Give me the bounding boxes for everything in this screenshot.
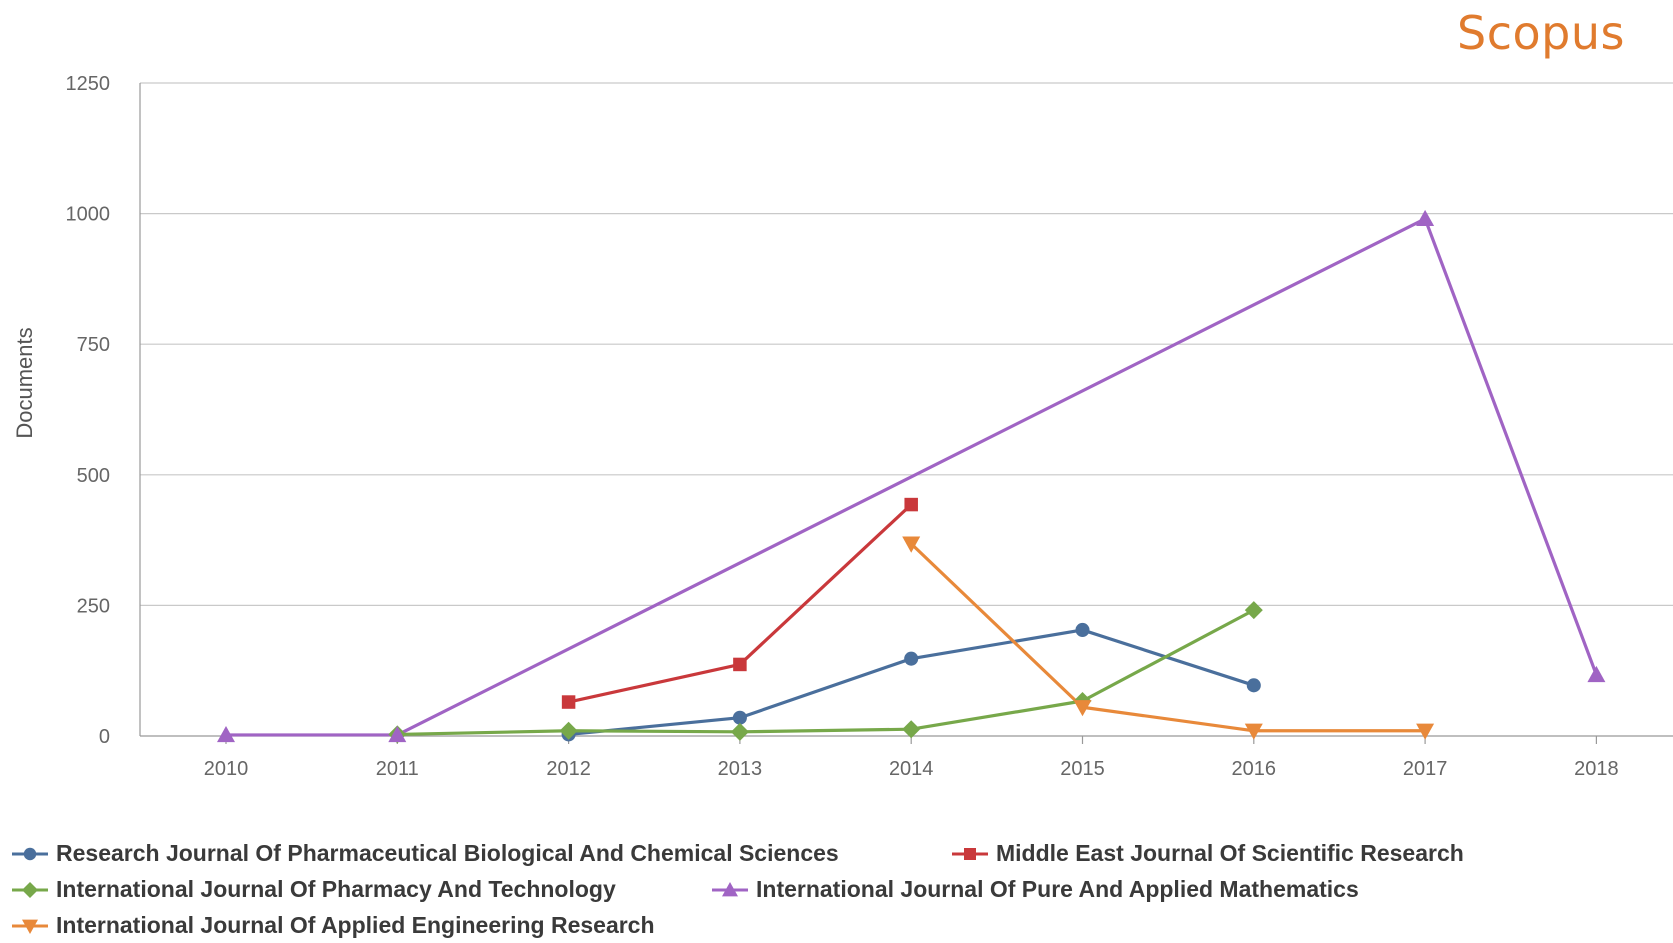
data-point	[904, 497, 918, 512]
y-tick-label: 0	[99, 726, 110, 748]
data-point	[561, 695, 576, 709]
chart-series-markers	[217, 209, 1606, 744]
y-tick-label: 1000	[66, 204, 111, 226]
legend-swatch	[952, 847, 988, 860]
x-tick-label: 2012	[546, 758, 591, 780]
legend-swatch	[12, 919, 48, 934]
legend-label: International Journal Of Pure And Applie…	[756, 876, 1359, 902]
x-tick-label: 2011	[376, 758, 419, 780]
data-point	[904, 651, 919, 666]
x-tick-label: 2016	[1232, 758, 1277, 780]
data-point	[902, 536, 921, 553]
legend-item[interactable]: International Journal Of Applied Enginee…	[12, 912, 655, 939]
chart-axes: 0 250 500 750 1000 1250 2010 2011 2012 2013 2014 20…	[66, 73, 1619, 780]
legend-swatch	[12, 847, 48, 860]
legend-item[interactable]: International Journal Of Pharmacy And Te…	[12, 876, 616, 903]
data-point	[1244, 601, 1263, 620]
scopus-logo-text: Scopus	[1457, 6, 1625, 60]
x-tick-label: 2014	[889, 758, 934, 780]
chart-grid	[140, 82, 1673, 737]
data-point	[1075, 622, 1090, 637]
y-axis-label: Documents	[12, 327, 37, 438]
data-point	[730, 722, 749, 741]
data-point	[1416, 209, 1435, 227]
legend-swatch-marker	[22, 881, 38, 898]
x-tick-label: 2017	[1403, 758, 1448, 780]
data-point	[1246, 678, 1261, 693]
legend-label: Middle East Journal Of Scientific Resear…	[996, 840, 1464, 866]
legend-swatch	[712, 881, 748, 896]
x-tick-label: 2010	[204, 758, 249, 780]
legend-item[interactable]: Research Journal Of Pharmaceutical Biolo…	[12, 840, 839, 867]
legend-swatch-marker	[722, 881, 738, 896]
data-point	[217, 725, 235, 743]
data-point	[902, 720, 921, 739]
series-line	[397, 608, 1255, 737]
data-point	[732, 710, 747, 725]
y-tick-label: 1250	[66, 73, 111, 95]
legend-label: International Journal Of Applied Enginee…	[56, 912, 655, 938]
data-point	[1244, 723, 1263, 740]
legend-swatch-marker	[22, 919, 38, 934]
data-point	[388, 725, 407, 743]
data-point	[733, 657, 747, 672]
data-point	[1073, 700, 1092, 717]
data-point	[559, 721, 578, 740]
series-line	[568, 628, 1255, 737]
series-line	[910, 542, 1426, 733]
x-tick-label: 2018	[1574, 758, 1619, 780]
legend-item[interactable]: Middle East Journal Of Scientific Resear…	[952, 840, 1464, 867]
line-chart: 0 250 500 750 1000 1250 2010 2011 2012 2013 2014 20…	[12, 73, 1673, 780]
y-tick-label: 500	[77, 465, 110, 487]
x-tick-label: 2013	[718, 758, 763, 780]
data-point	[1587, 665, 1606, 683]
y-tick-label: 250	[77, 595, 110, 617]
legend-label: International Journal Of Pharmacy And Te…	[56, 876, 616, 902]
data-point	[1416, 723, 1435, 740]
x-tick-label: 2015	[1060, 758, 1105, 780]
series-line	[226, 217, 1598, 737]
legend-swatch-marker	[964, 847, 976, 860]
y-tick-label: 750	[77, 334, 110, 356]
legend-label: Research Journal Of Pharmaceutical Biolo…	[56, 840, 839, 866]
legend-swatch-marker	[23, 847, 37, 860]
series-line	[568, 503, 913, 704]
legend-swatch	[12, 881, 48, 898]
legend-item[interactable]: International Journal Of Pure And Applie…	[712, 876, 1359, 903]
